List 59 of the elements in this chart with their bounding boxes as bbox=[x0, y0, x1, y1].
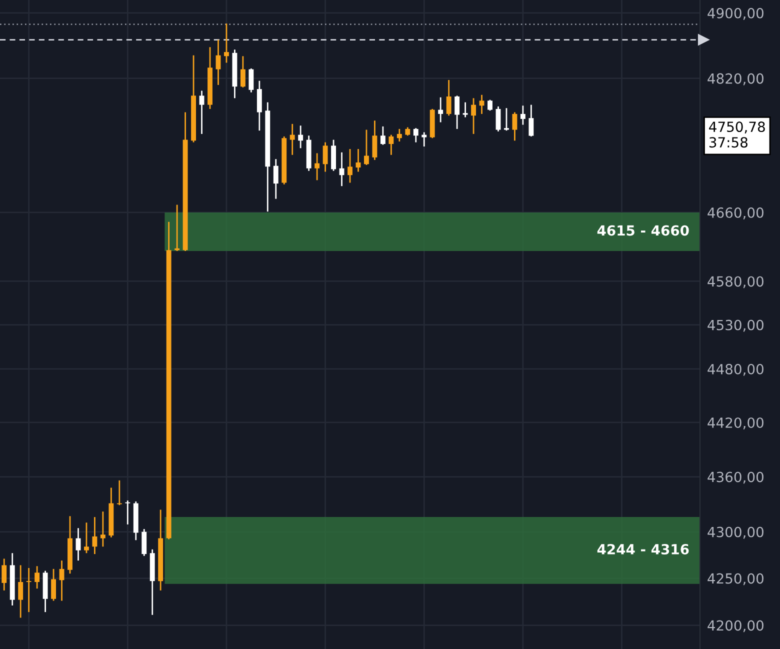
y-tick-label: 4580,00 bbox=[708, 276, 764, 288]
candlestick bbox=[454, 94, 460, 130]
candlestick bbox=[125, 500, 130, 526]
candlestick bbox=[396, 128, 402, 142]
candlestick bbox=[422, 132, 427, 148]
candlestick bbox=[100, 510, 106, 548]
candlestick bbox=[413, 127, 418, 144]
candlestick bbox=[364, 129, 369, 166]
candlestick bbox=[479, 94, 484, 115]
candlestick bbox=[314, 152, 320, 181]
y-tick-label: 4530,00 bbox=[708, 320, 764, 332]
candlestick bbox=[488, 99, 492, 112]
y-tick-label: 4250,00 bbox=[708, 573, 764, 586]
candlestick bbox=[92, 516, 98, 555]
y-tick-label: 4200,00 bbox=[708, 620, 764, 632]
candlestick bbox=[51, 568, 56, 602]
text: 4750,78 37:58 bbox=[709, 122, 765, 148]
candlestick bbox=[372, 120, 378, 161]
candlestick bbox=[462, 102, 468, 118]
candlestick bbox=[18, 564, 24, 618]
candlestick bbox=[290, 123, 295, 156]
candlestick bbox=[256, 80, 262, 132]
candlestick bbox=[496, 106, 501, 132]
candlestick bbox=[2, 558, 7, 592]
candlestick bbox=[348, 148, 352, 184]
candlestick bbox=[512, 112, 518, 142]
y-tick-label: 4300,00 bbox=[708, 526, 764, 539]
candlestick bbox=[142, 528, 147, 557]
candlestick bbox=[34, 565, 40, 590]
candlestick bbox=[446, 79, 452, 116]
candlestick bbox=[388, 134, 394, 156]
candlestick bbox=[471, 97, 476, 135]
candlestick bbox=[356, 148, 361, 172]
candlestick bbox=[224, 22, 229, 64]
candlestick bbox=[84, 522, 89, 554]
y-tick-label: 4660,00 bbox=[708, 207, 764, 220]
band-label: 4244 - 4316 bbox=[597, 544, 689, 555]
candlestick bbox=[520, 104, 526, 126]
candlestick bbox=[331, 139, 336, 172]
candlestick bbox=[380, 126, 386, 146]
y-tick-label: 4900,00 bbox=[708, 8, 764, 20]
candlestick bbox=[59, 560, 64, 602]
band-label: 4615 - 4660 bbox=[597, 225, 689, 236]
candlestick bbox=[504, 107, 509, 132]
y-tick-label: 4360,00 bbox=[708, 472, 764, 484]
candlestick bbox=[240, 55, 246, 88]
y-tick-label: 4480,00 bbox=[708, 364, 764, 376]
candlestick bbox=[528, 104, 534, 138]
y-tick-label: 4420,00 bbox=[708, 417, 764, 430]
candlestick bbox=[248, 68, 254, 94]
candlestick bbox=[76, 527, 81, 562]
candlestick bbox=[273, 158, 278, 200]
candlestick bbox=[216, 39, 221, 86]
y-tick-label: 4820,00 bbox=[708, 73, 764, 86]
candlestick bbox=[199, 90, 204, 135]
candlestick bbox=[438, 96, 444, 123]
candlestick bbox=[298, 124, 304, 149]
candlestick bbox=[322, 142, 328, 172]
candlestick bbox=[26, 567, 32, 613]
